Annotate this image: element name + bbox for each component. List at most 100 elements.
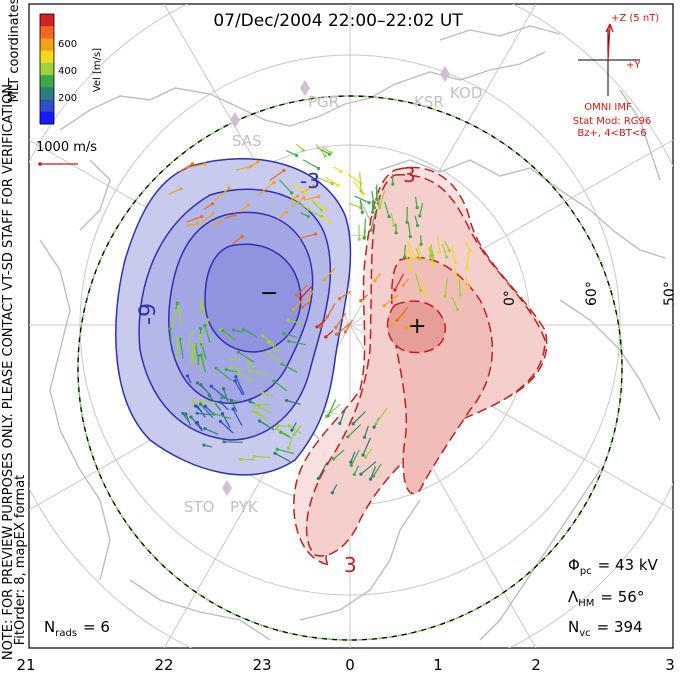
- velocity-vector: [215, 367, 232, 381]
- station-label-pyk: PYK: [230, 498, 259, 516]
- colorbar-tick-400: 400: [58, 66, 77, 77]
- lat-label-0: 0°: [502, 290, 518, 306]
- imf-source-label: OMNI IMF: [584, 102, 632, 113]
- lambda-hm-stat: ΛHM = 56°: [568, 588, 644, 609]
- vector-origin: [252, 454, 256, 458]
- velocity-vector: [212, 413, 232, 420]
- velocity-vector: [239, 204, 250, 213]
- velocity-vector: [310, 210, 322, 217]
- vector-origin: [230, 365, 234, 369]
- velocity-vector: [363, 425, 369, 438]
- velocity-vector: [168, 188, 182, 195]
- velocity-vector: [232, 408, 243, 426]
- velocity-vector: [273, 380, 288, 392]
- lat-label-60: 60°: [584, 281, 600, 306]
- velocity-vector: [267, 351, 281, 363]
- velocity-vector: [464, 240, 471, 252]
- velocity-vector: [404, 251, 411, 270]
- velocity-vector: [333, 449, 345, 460]
- velocity-vector: [200, 403, 214, 419]
- velocity-vector: [363, 218, 366, 238]
- velocity-vector: [300, 212, 309, 217]
- velocity-vector: [414, 215, 419, 226]
- velocity-vector: [352, 411, 366, 425]
- velocity-vector: [422, 280, 425, 294]
- velocity-vector: [233, 329, 244, 333]
- colorbar-cell: [40, 99, 54, 113]
- velocity-vector: [285, 149, 297, 157]
- velocity-vector: [274, 452, 291, 463]
- velocity-vector: [420, 235, 422, 245]
- mlt-label-22: 22: [154, 656, 173, 674]
- velocity-vector: [210, 385, 226, 399]
- colorbar-cell: [40, 50, 54, 64]
- mlt-label-23: 23: [252, 656, 271, 674]
- velocity-vector: [317, 461, 328, 479]
- velocity-scale-label: 1000 m/s: [36, 140, 97, 155]
- velocity-vector: [262, 392, 274, 397]
- colorbar-label: Vel [m/s]: [92, 48, 103, 92]
- velocity-vectors: [168, 143, 472, 495]
- velocity-vector: [230, 400, 238, 413]
- velocity-vector: [390, 212, 395, 226]
- velocity-vector: [302, 301, 310, 308]
- vector-origin: [220, 396, 224, 400]
- velocity-vector: [383, 294, 399, 307]
- velocity-vector: [224, 214, 236, 220]
- preview-note: NOTE: FOR PREVIEW PURPOSES ONLY. PLEASE …: [1, 80, 16, 660]
- velocity-vector: [359, 199, 363, 213]
- velocity-vector: [246, 161, 258, 170]
- velocity-vector: [404, 244, 406, 257]
- velocity-vector: [231, 236, 243, 245]
- colorbar-cell: [40, 26, 54, 39]
- statistics: Φpc = 43 kV ΛHM = 56° Nvc = 394 Nrads = 6: [44, 556, 659, 639]
- velocity-vector: [186, 375, 192, 384]
- velocity-vector: [238, 351, 255, 363]
- velocity-vector: [195, 405, 202, 412]
- velocity-vector: [405, 321, 416, 329]
- velocity-vector: [347, 173, 362, 184]
- velocity-vector: [191, 353, 195, 367]
- potential-minimum-marker: −: [260, 281, 278, 306]
- imf-conditions-label: Bz+, 4<BT<6: [577, 128, 646, 139]
- nrads-stat: Nrads = 6: [44, 618, 110, 639]
- velocity-vector: [374, 272, 381, 282]
- velocity-vector: [311, 199, 322, 211]
- velocity-vector: [348, 202, 361, 209]
- velocity-vector: [280, 431, 291, 439]
- velocity-vector: [256, 412, 268, 420]
- velocity-vector: [300, 286, 312, 299]
- velocity-vector: [286, 399, 301, 405]
- velocity-vector: [249, 370, 269, 377]
- velocity-vector: [370, 211, 377, 231]
- velocity-vector: [414, 196, 418, 208]
- velocity-vector: [339, 406, 347, 424]
- velocity-vector: [178, 163, 193, 173]
- velocity-vector: [277, 211, 287, 220]
- velocity-vector: [466, 252, 469, 269]
- velocity-vector: [247, 362, 256, 369]
- velocity-vector: [195, 422, 203, 432]
- velocity-vector: [268, 341, 281, 353]
- positive-cell: [293, 166, 548, 566]
- velocity-vector: [201, 343, 207, 360]
- colorbar-tick-200: 200: [58, 93, 77, 104]
- velocity-vector: [362, 437, 372, 456]
- velocity-vector: [258, 406, 272, 414]
- mlt-label-0: 0: [345, 656, 355, 674]
- colorbar-cell: [40, 111, 54, 125]
- velocity-vector: [353, 465, 360, 475]
- coordinates-label: MLT coordinates: [7, 0, 22, 102]
- velocity-vector: [327, 399, 337, 416]
- velocity-vector: [350, 451, 356, 463]
- velocity-vector: [299, 233, 316, 239]
- velocity-vector: [347, 424, 362, 438]
- contour-label-negative-top: -3: [300, 169, 320, 193]
- velocity-vector: [323, 267, 336, 281]
- velocity-vector: [293, 425, 302, 435]
- velocity-vector: [375, 407, 388, 424]
- vector-origin: [190, 351, 194, 355]
- velocity-vector: [302, 159, 319, 169]
- mlt-label-3: 3: [665, 656, 675, 674]
- velocity-vector: [370, 466, 377, 480]
